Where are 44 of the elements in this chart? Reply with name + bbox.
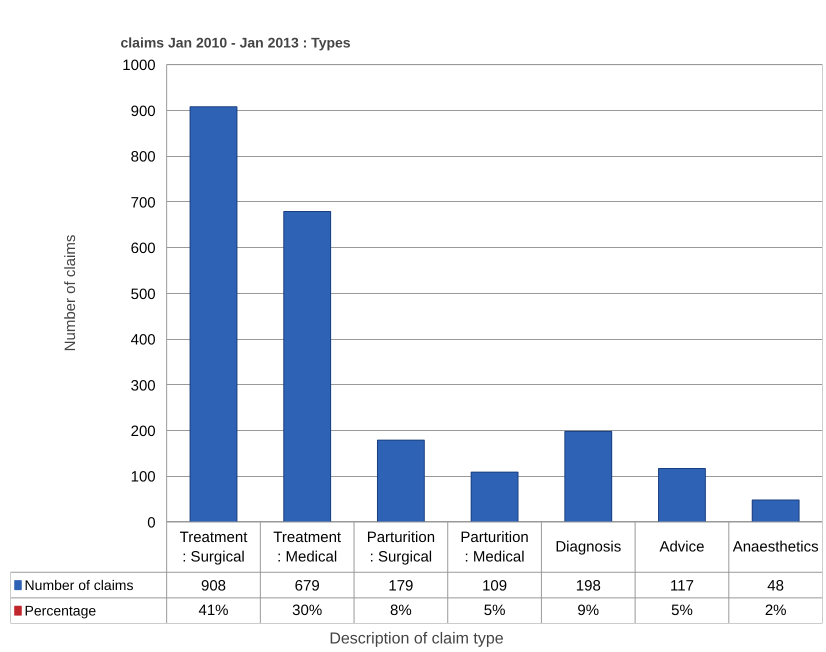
text: 30% [292, 602, 322, 620]
y-tick-label: 200 [130, 423, 156, 440]
legend-label: Percentage [24, 602, 96, 619]
y-tick-label: 100 [130, 468, 156, 486]
data-label: 48 [767, 578, 784, 595]
y-axis-title: Number of claims [62, 234, 80, 352]
x-tick-label: Parturition : Medical [460, 528, 529, 566]
legend-label: Number of claims [24, 577, 134, 594]
bar [658, 468, 706, 522]
data-label: 109 [482, 578, 508, 595]
data-label: 679 [294, 578, 320, 595]
text: 9% [577, 602, 600, 620]
data-label: 198 [576, 578, 601, 595]
y-tick-label: 0 [147, 514, 156, 532]
y-tick-label: 900 [130, 102, 156, 120]
y-tick-label: 300 [130, 377, 156, 394]
x-tick-label: Diagnosis [555, 538, 622, 556]
bar [564, 430, 612, 522]
text: 41% [198, 602, 229, 620]
text: 2% [764, 602, 786, 620]
x-tick-label: Anaesthetics [732, 538, 819, 556]
x-axis-title: Description of claim type [329, 630, 504, 648]
y-tick-label: 400 [130, 332, 156, 349]
y-tick-label: 1000 [122, 57, 156, 74]
text: 8% [390, 602, 412, 620]
data-label: 179 [388, 578, 414, 595]
y-tick-label: 700 [130, 194, 156, 212]
text: 5% [484, 602, 506, 620]
x-tick-label: Treatment : Surgical [180, 528, 248, 566]
y-tick-label: 600 [130, 240, 156, 258]
bar [752, 500, 800, 522]
bar [190, 106, 238, 522]
data-label: 117 [670, 578, 694, 595]
bar [283, 210, 332, 522]
data-label: 908 [200, 578, 226, 595]
bar [470, 472, 518, 522]
y-tick-label: 500 [130, 286, 156, 303]
text: 5% [671, 602, 693, 620]
x-tick-label: Treatment : Medical [273, 528, 342, 566]
bar [376, 440, 425, 522]
x-tick-label: Advice [659, 538, 704, 556]
y-tick-label: 800 [130, 148, 156, 166]
chart-title: claims Jan 2010 - Jan 2013 : Types [120, 34, 351, 50]
x-tick-label: Parturition : Surgical [366, 528, 436, 566]
